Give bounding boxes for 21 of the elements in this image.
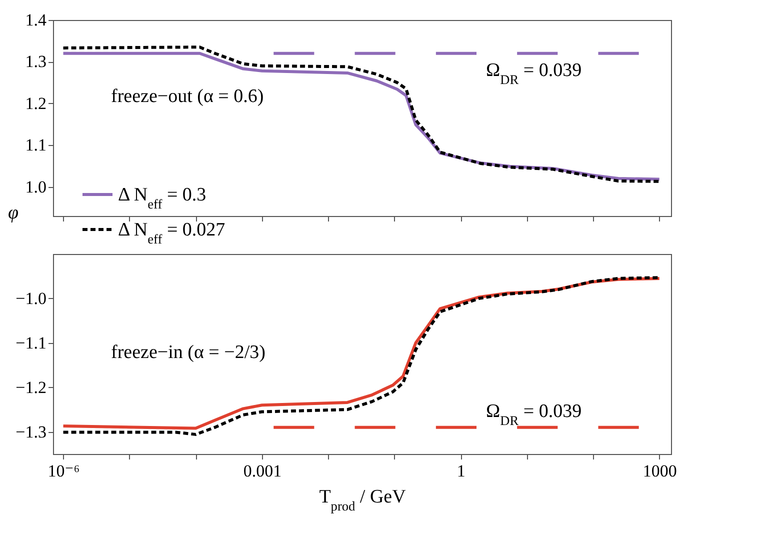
x-axis-title: T$_{prod}$ / GeV <box>319 486 406 513</box>
y-tick-label: −1.3 <box>16 422 46 442</box>
annotation: freeze−out (α = 0.6) <box>111 86 264 107</box>
x-tick-label: 1 <box>456 462 466 480</box>
y-tick-label: 1.1 <box>25 136 46 155</box>
x-tick-label: 10⁻⁶ <box>48 462 80 480</box>
y-tick-label: 1.0 <box>25 177 46 196</box>
annotation: Ω$_{DR}$ = 0.039 <box>486 60 582 86</box>
y-tick-label: −1.1 <box>16 333 46 352</box>
y-tick-label: 1.4 <box>25 10 47 30</box>
y-axis-title: φ <box>8 202 19 224</box>
y-tick-label: −1.2 <box>16 378 46 397</box>
annotation: Ω$_{DR}$ = 0.039 <box>486 401 582 428</box>
y-tick-label: 1.2 <box>25 94 46 113</box>
x-tick-label: 1000 <box>642 462 677 480</box>
y-tick-label: 1.3 <box>25 52 46 72</box>
y-tick-label: −1.0 <box>16 288 46 308</box>
x-tick-label: 0.001 <box>243 462 282 480</box>
annotation: freeze−in (α = −2/3) <box>111 342 266 363</box>
legend-label: Δ N$_{eff}$ = 0.3 <box>118 184 206 211</box>
legend-label: Δ N$_{eff}$ = 0.027 <box>118 220 226 246</box>
